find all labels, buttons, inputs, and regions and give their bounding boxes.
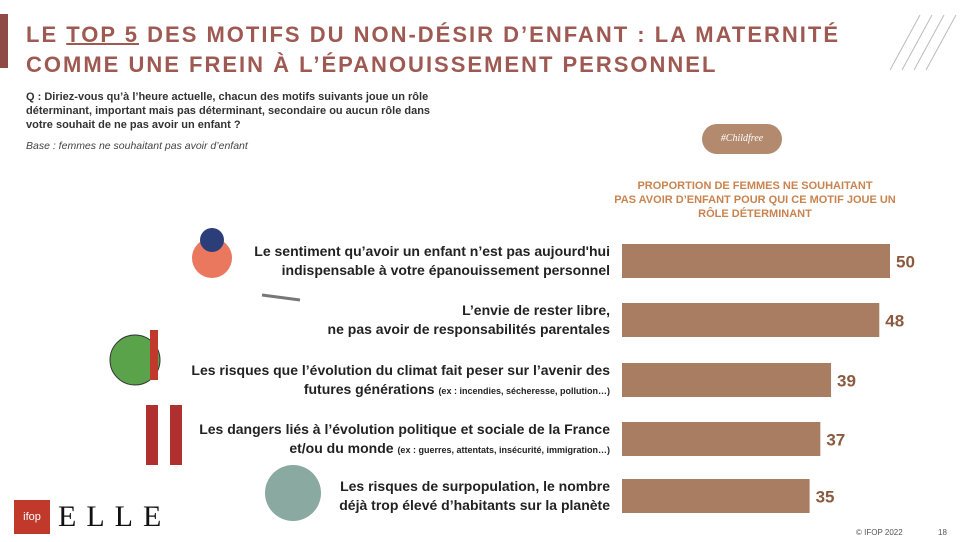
icon-thermo	[150, 330, 158, 380]
logo-ifop: ifop	[14, 500, 50, 534]
category-note: (ex : guerres, attentats, insécurité, im…	[397, 445, 610, 455]
title-rest: DES MOTIFS DU NON-DÉSIR D’ENFANT : LA MA…	[139, 22, 841, 47]
icons	[109, 228, 321, 521]
category-label: Le sentiment qu’avoir un enfant n’est pa…	[254, 242, 610, 280]
category-note: (ex : incendies, sécheresse, pollution…)	[438, 386, 610, 396]
category-label: Les risques que l’évolution du climat fa…	[191, 361, 610, 401]
bar	[622, 244, 890, 278]
badge: #Childfree	[702, 124, 782, 154]
icon-climate	[109, 334, 161, 386]
category-text: Les dangers liés à l’évolution politique…	[199, 421, 610, 456]
bar	[622, 479, 810, 513]
logo-elle: ELLE	[58, 500, 172, 533]
bar	[622, 303, 880, 337]
icon-woman	[192, 238, 232, 278]
title-line2: COMME UNE FREIN À L’ÉPANOUISSEMENT PERSO…	[26, 52, 718, 77]
category-text: Les risques de surpopulation, le nombre …	[339, 478, 610, 513]
icon-hair	[200, 228, 224, 252]
category-text: L’envie de rester libre, ne pas avoir de…	[327, 302, 610, 337]
category-text: Les risques que l’évolution du climat fa…	[191, 362, 610, 397]
value-label: 37	[826, 430, 845, 449]
value-axis-title: PROPORTION DE FEMMES NE SOUHAITANT PAS A…	[614, 180, 896, 220]
bar	[622, 363, 832, 397]
category-label: Les dangers liés à l’évolution politique…	[199, 420, 610, 460]
category-label: L’envie de rester libre, ne pas avoir de…	[328, 301, 610, 339]
title-lead: LE	[26, 22, 67, 47]
icon-tower1	[146, 405, 158, 465]
footer: © IFOP 2022	[856, 528, 903, 537]
category-label: Les risques de surpopulation, le nombre …	[339, 477, 610, 515]
base: Base : femmes ne souhaitant pas avoir d’…	[26, 140, 248, 152]
icon-free	[261, 293, 301, 302]
icon-tower2	[170, 405, 182, 465]
icon-planet	[265, 465, 321, 521]
category-text: Le sentiment qu’avoir un enfant n’est pa…	[254, 243, 610, 278]
value-label: 50	[896, 252, 915, 271]
title-highlight: TOP 5	[66, 22, 140, 47]
value-label: 48	[885, 311, 904, 330]
value-label: 39	[837, 371, 856, 390]
accent-bar	[0, 14, 8, 68]
question: Q : Diriez-vous qu’à l’heure actuelle, c…	[26, 91, 431, 131]
title: LE TOP 5 DES MOTIFS DU NON-DÉSIR D’ENFAN…	[26, 20, 840, 80]
bar	[622, 422, 821, 456]
page-number: 18	[938, 528, 947, 537]
decor-stripes	[889, 14, 957, 71]
value-label: 35	[816, 487, 835, 506]
